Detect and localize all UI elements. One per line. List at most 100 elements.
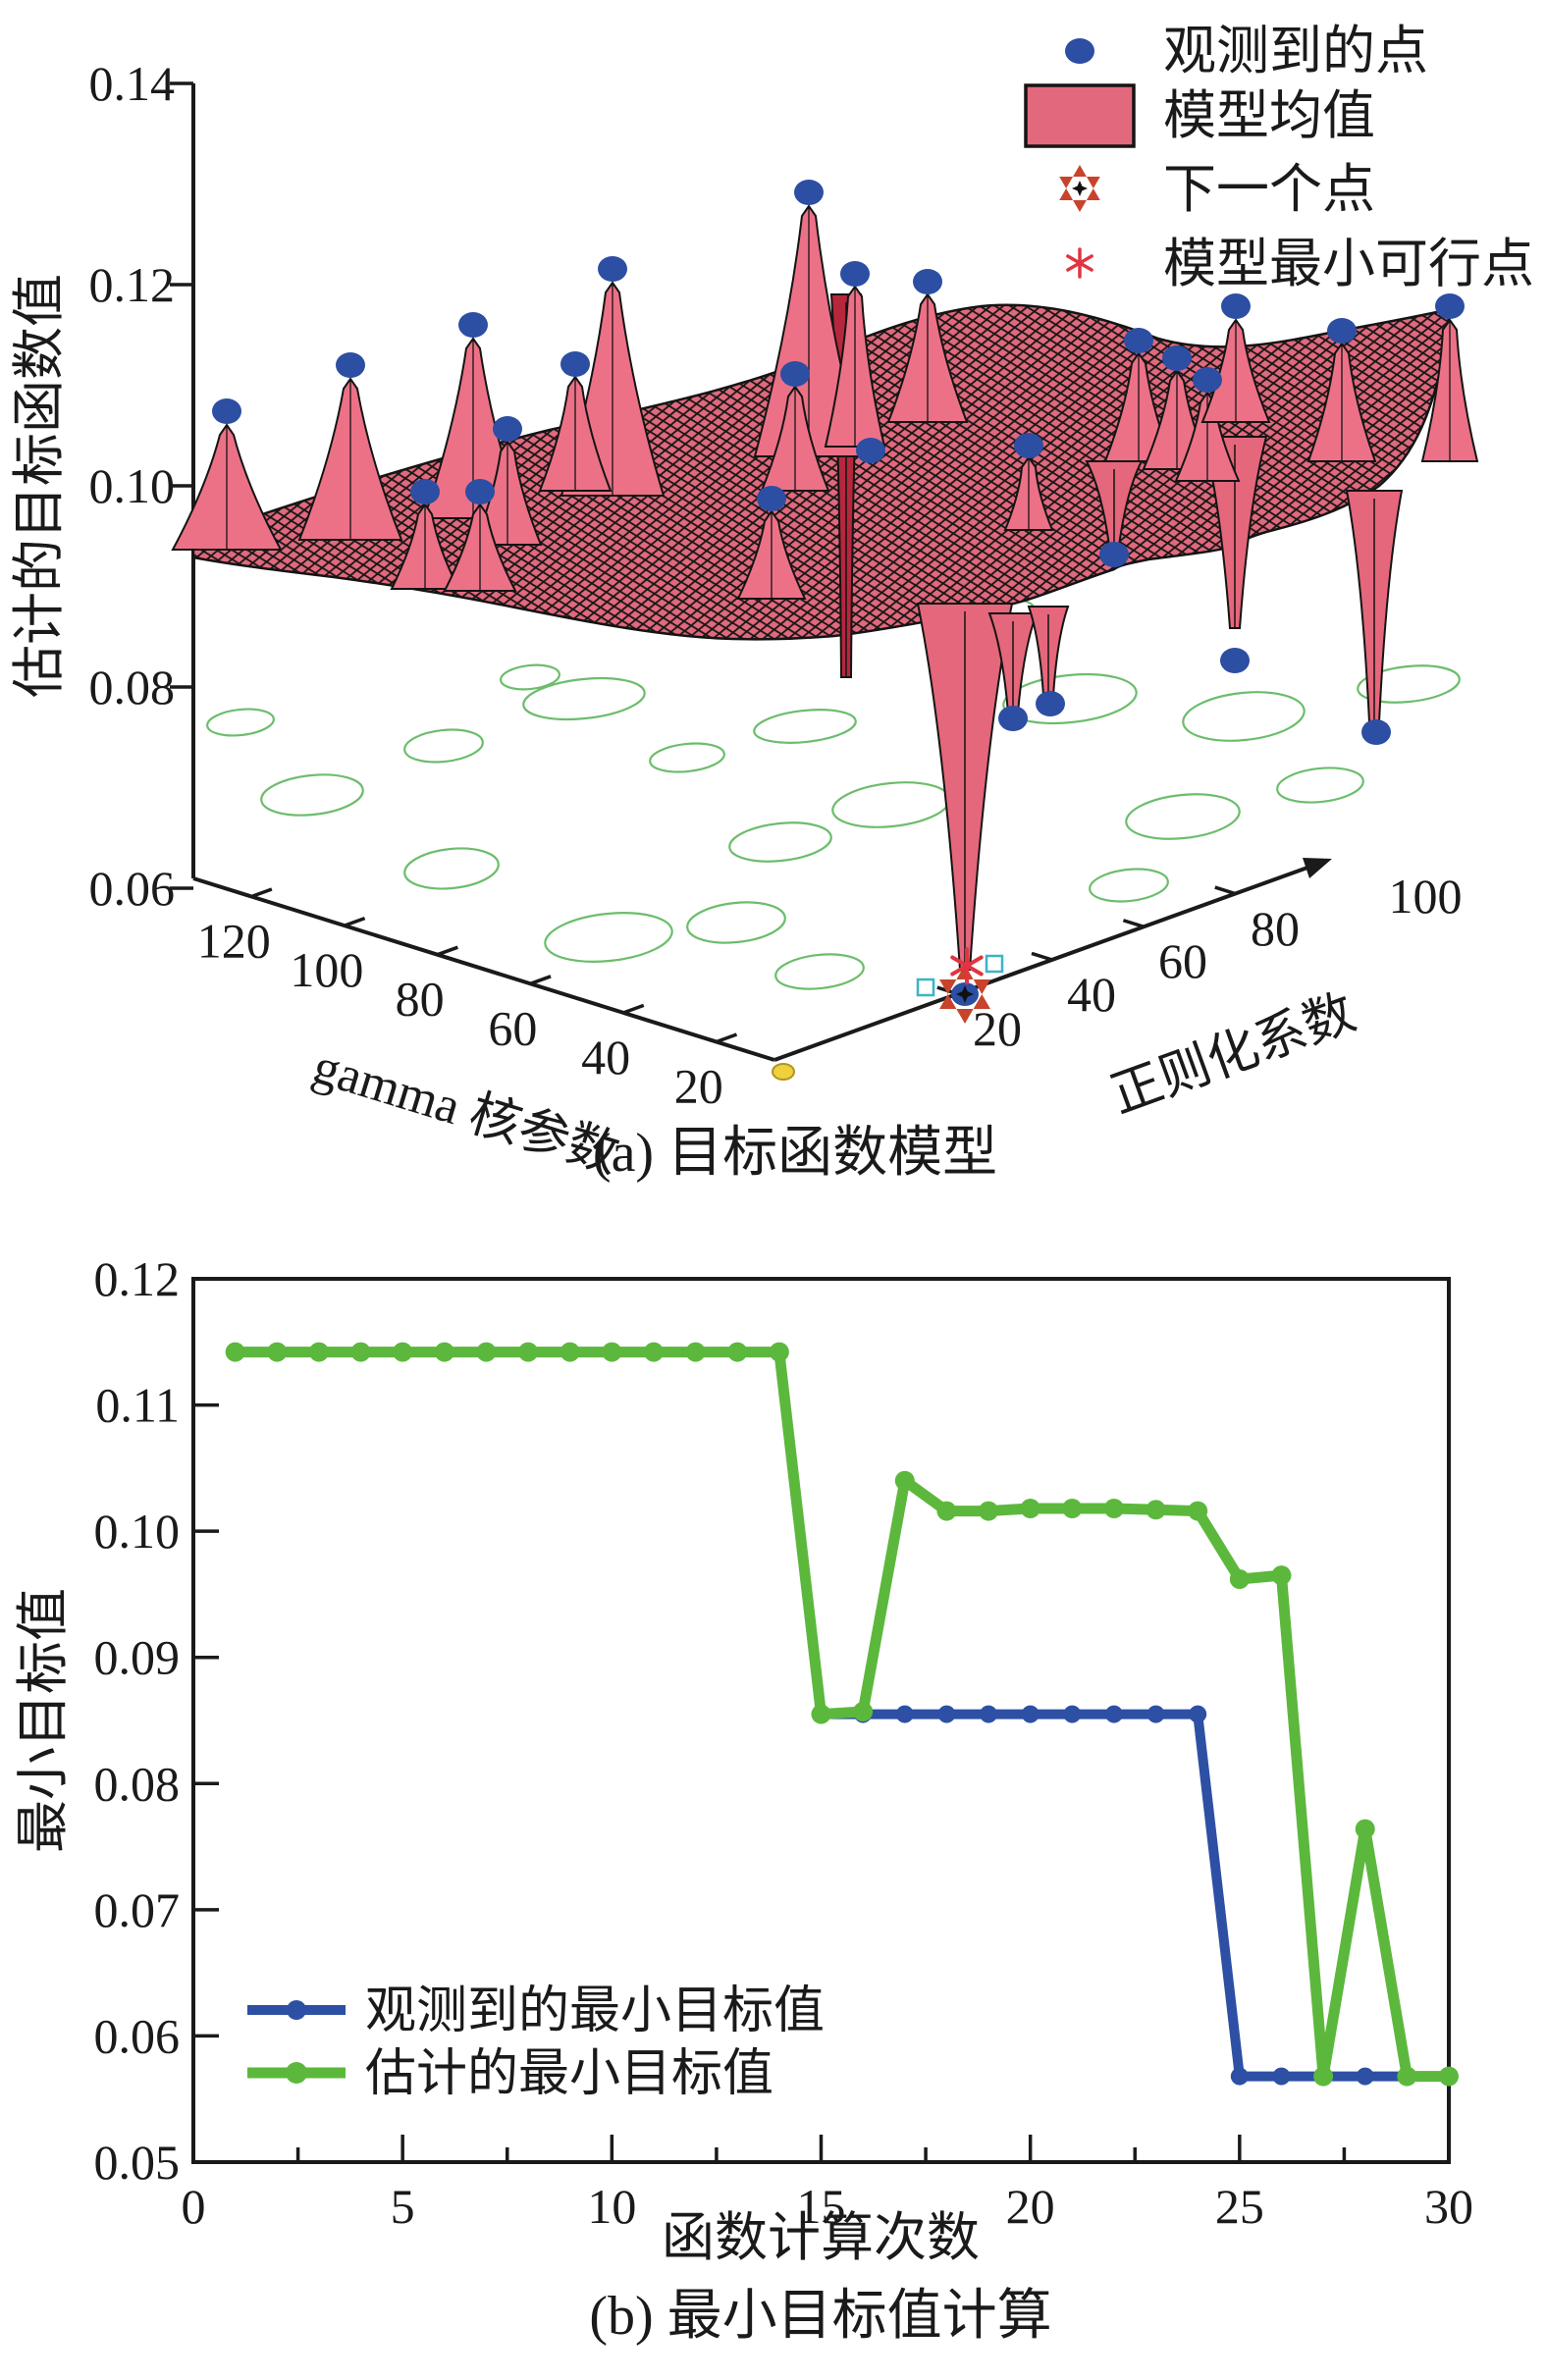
observed-point-icon <box>1065 38 1094 64</box>
contour-line <box>1182 691 1306 742</box>
observed-min-point <box>937 1705 956 1723</box>
reg-tick-label: 60 <box>1158 933 1207 988</box>
surface3d-chart: 0.14 0.12 0.10 0.08 0.06 120 100 80 60 40 20 20 40 60… <box>10 22 1534 1185</box>
legend-a-label-observed: 观测到的点 <box>1163 22 1428 80</box>
gamma-axis <box>192 876 775 1062</box>
b-y-tick-label: 0.08 <box>94 1756 181 1811</box>
next-point-cluster <box>772 947 1004 1081</box>
z-tick-label: 0.06 <box>89 861 176 916</box>
observed-point <box>493 416 522 442</box>
observed-point <box>840 261 870 287</box>
b-x-tick-label: 30 <box>1424 2179 1473 2234</box>
b-x-tick-label: 10 <box>587 2179 636 2234</box>
observed-point <box>458 312 488 338</box>
estimated-min-point <box>225 1342 245 1362</box>
contour-line <box>831 781 951 828</box>
estimated-min-point <box>979 1501 999 1521</box>
estimated-min-point <box>894 1470 915 1491</box>
observed-points <box>212 180 1465 745</box>
next-point-glyph-star <box>1072 181 1088 196</box>
z-tick-label: 0.08 <box>89 660 176 714</box>
z-tick-label: 0.10 <box>89 458 176 513</box>
reg-tick <box>1122 919 1145 929</box>
observed-min-point <box>895 1705 914 1723</box>
reg-tick-label: 20 <box>973 1001 1022 1056</box>
b-y-tick-label: 0.11 <box>95 1378 180 1433</box>
legend-a-label-next: 下一个点 <box>1163 160 1375 219</box>
observed-point <box>780 361 810 387</box>
b-x-tick-label: 0 <box>182 2179 206 2234</box>
legend-a: 观测到的点 模型均值 下一个点 模型最小可行点 <box>1024 22 1534 293</box>
axes-3d: 0.14 0.12 0.10 0.08 0.06 120 100 80 60 40 20 20 40 60… <box>89 56 1463 1114</box>
min-feasible-glyph <box>1066 254 1093 272</box>
reg-tick-label: 40 <box>1067 967 1116 1022</box>
legend-b-label-estimated: 估计的最小目标值 <box>365 2046 773 2102</box>
gamma-tick <box>250 887 273 899</box>
estimated-min-point <box>936 1501 957 1521</box>
observed-min-point <box>1272 2067 1291 2086</box>
model-mean-swatch-icon <box>1024 83 1136 148</box>
observed-min-point <box>1063 1705 1082 1723</box>
observed-point <box>410 479 440 504</box>
observed-point <box>1220 648 1250 673</box>
a-axis-ticks: 0.14 0.12 0.10 0.08 0.06 120 100 80 60 40 20 20 40 60… <box>89 56 1463 1114</box>
gamma-axis-title: gamma 核参数 <box>306 1038 625 1185</box>
b-y-tick-label: 0.09 <box>94 1630 181 1685</box>
contour-line <box>260 773 364 817</box>
estimated-min-point <box>1439 2066 1459 2087</box>
estimated-series-marker-icon <box>286 2062 307 2084</box>
estimated-min-point <box>853 1702 874 1721</box>
observed-point <box>913 269 942 294</box>
gamma-tick <box>344 916 366 927</box>
regularization-axis-title: 正则化系数 <box>1103 984 1362 1124</box>
contour-line <box>1125 793 1241 840</box>
gamma-tick-label: 120 <box>197 914 271 969</box>
contour-line <box>1089 868 1169 903</box>
b-y-tick-label: 0.06 <box>94 2008 181 2063</box>
contour-line <box>649 742 725 773</box>
reg-tick-label: 100 <box>1389 869 1463 924</box>
gamma-tick-label: 80 <box>396 972 445 1027</box>
observed-point <box>1221 293 1251 319</box>
z-tick-label: 0.12 <box>89 257 176 312</box>
z-tick-label: 0.14 <box>89 56 176 111</box>
caption-b: (b) 最小目标值计算 <box>589 2286 1051 2347</box>
small-square-marker <box>916 978 935 997</box>
observed-point <box>794 180 824 205</box>
estimated-min-point <box>1355 1819 1375 1839</box>
b-x-tick-label: 25 <box>1215 2179 1264 2234</box>
observed-min-point <box>1104 1705 1123 1723</box>
observed-point <box>1435 293 1465 319</box>
min-feasible-marker <box>950 955 984 977</box>
observed-point <box>1361 719 1391 745</box>
estimated-min-line <box>235 1347 1449 2083</box>
observed-min-point <box>1146 1705 1165 1723</box>
contour-line <box>403 847 500 890</box>
estimated-min-point <box>769 1342 789 1362</box>
observed-point <box>1162 345 1192 371</box>
corner-marker <box>772 1063 795 1081</box>
contour-line <box>522 676 646 721</box>
estimated-min-point <box>1020 1499 1040 1518</box>
gamma-tick <box>437 945 458 957</box>
next-point-icon <box>1059 165 1100 212</box>
observed-min-point <box>1356 2067 1374 2086</box>
next-point-glyph <box>1059 165 1100 212</box>
estimated-min-point <box>267 1342 288 1362</box>
estimated-min-point <box>1397 2066 1417 2087</box>
reg-tick <box>1031 951 1053 962</box>
small-square-marker <box>985 954 1004 974</box>
estimated-min-point <box>308 1342 329 1362</box>
estimated-min-point <box>350 1342 371 1362</box>
gamma-tick <box>716 1032 738 1044</box>
observed-point <box>998 706 1028 731</box>
observed-min-point <box>980 1705 998 1723</box>
b-y-tick-label: 0.10 <box>94 1504 181 1559</box>
contour-line <box>686 901 786 944</box>
line-chart: 0.12 0.11 0.10 0.09 0.08 0.07 0.06 0.050 5 10 15 20… <box>14 1251 1473 2347</box>
estimated-min-point <box>393 1342 413 1362</box>
gamma-tick-label: 40 <box>581 1030 630 1084</box>
gamma-tick <box>529 975 552 985</box>
legend-a-label-minfeasible: 模型最小可行点 <box>1163 235 1534 293</box>
